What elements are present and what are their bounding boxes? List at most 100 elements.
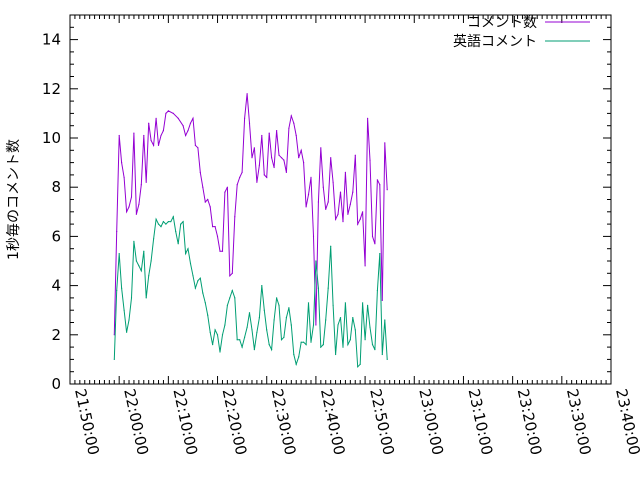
data-point: [288, 307, 290, 309]
data-point: [354, 154, 356, 156]
data-point: [234, 297, 236, 299]
data-point: [271, 349, 273, 351]
data-point: [273, 319, 275, 321]
data-point: [335, 218, 337, 220]
data-point: [162, 221, 164, 223]
y-tick-label: 4: [51, 277, 61, 295]
y-axis-label: 1秒毎のコメント数: [6, 139, 22, 260]
data-point: [126, 331, 128, 333]
data-point: [295, 134, 297, 137]
data-point: [283, 159, 285, 161]
data-point: [155, 117, 157, 119]
data-point: [170, 221, 172, 223]
data-point: [354, 329, 356, 331]
data-point: [315, 260, 317, 262]
data-point: [187, 248, 189, 250]
data-point: [113, 334, 115, 336]
data-point: [305, 344, 307, 346]
series-1: [113, 93, 388, 336]
data-point: [374, 243, 376, 245]
data-point: [305, 206, 307, 208]
data-point: [157, 144, 160, 146]
data-point: [290, 324, 292, 326]
data-point: [300, 149, 302, 151]
data-point: [231, 289, 233, 292]
data-point: [128, 206, 130, 208]
data-point: [143, 250, 145, 252]
data-point: [138, 265, 140, 267]
data-point: [332, 181, 334, 183]
data-point: [384, 142, 386, 144]
data-point: [248, 312, 251, 314]
data-point: [187, 130, 189, 132]
data-point: [312, 324, 315, 326]
data-point: [160, 134, 162, 137]
data-point: [244, 117, 246, 119]
data-point: [165, 112, 167, 114]
data-point: [325, 319, 327, 321]
data-point: [320, 346, 322, 348]
data-point: [177, 243, 179, 245]
data-point: [367, 117, 369, 119]
data-point: [258, 317, 260, 319]
data-point: [241, 346, 243, 348]
data-point: [256, 331, 258, 333]
data-point: [216, 235, 219, 237]
data-point: [337, 213, 339, 215]
data-point: [295, 363, 297, 365]
data-point: [239, 339, 241, 341]
data-point: [303, 162, 305, 164]
data-point: [118, 253, 120, 255]
data-point: [371, 344, 374, 346]
data-point: [307, 302, 310, 304]
data-point: [344, 302, 346, 304]
data-point: [118, 134, 120, 137]
data-point: [194, 287, 196, 289]
data-point: [342, 221, 344, 223]
data-point: [153, 238, 155, 240]
data-point: [175, 230, 177, 233]
x-tick-label: 22:00:00: [120, 387, 152, 457]
data-point: [261, 134, 263, 137]
data-point: [172, 216, 174, 218]
legend-label: コメント数: [467, 15, 537, 31]
data-point: [352, 317, 354, 319]
data-point: [221, 250, 224, 252]
y-tick-label: 12: [42, 80, 61, 98]
data-point: [379, 184, 381, 186]
data-point: [330, 245, 332, 247]
data-point: [357, 223, 359, 225]
data-point: [322, 344, 324, 346]
data-point: [140, 270, 142, 272]
data-point: [197, 280, 199, 282]
data-point: [258, 164, 260, 166]
data-point: [325, 208, 327, 210]
data-point: [266, 176, 268, 178]
plot-frame: [69, 14, 612, 385]
data-point: [271, 157, 273, 159]
data-point: [209, 206, 211, 208]
data-point: [322, 186, 324, 188]
data-point: [347, 213, 349, 215]
y-tick-label: 14: [42, 31, 61, 49]
data-point: [116, 289, 118, 292]
data-point: [121, 287, 123, 289]
data-point: [315, 324, 317, 326]
data-point: [386, 358, 388, 360]
data-point: [339, 317, 342, 319]
data-point: [381, 353, 383, 356]
data-point: [357, 366, 359, 368]
data-point: [344, 171, 346, 173]
data-point: [216, 334, 219, 336]
data-point: [268, 344, 270, 346]
data-point: [256, 181, 258, 183]
y-tick-label: 8: [51, 178, 61, 196]
y-tick-label: 10: [42, 129, 61, 147]
data-point: [337, 324, 339, 326]
data-point: [278, 154, 280, 156]
data-point: [317, 201, 319, 203]
data-point: [226, 186, 228, 188]
data-point: [276, 297, 278, 299]
data-point: [133, 132, 135, 134]
